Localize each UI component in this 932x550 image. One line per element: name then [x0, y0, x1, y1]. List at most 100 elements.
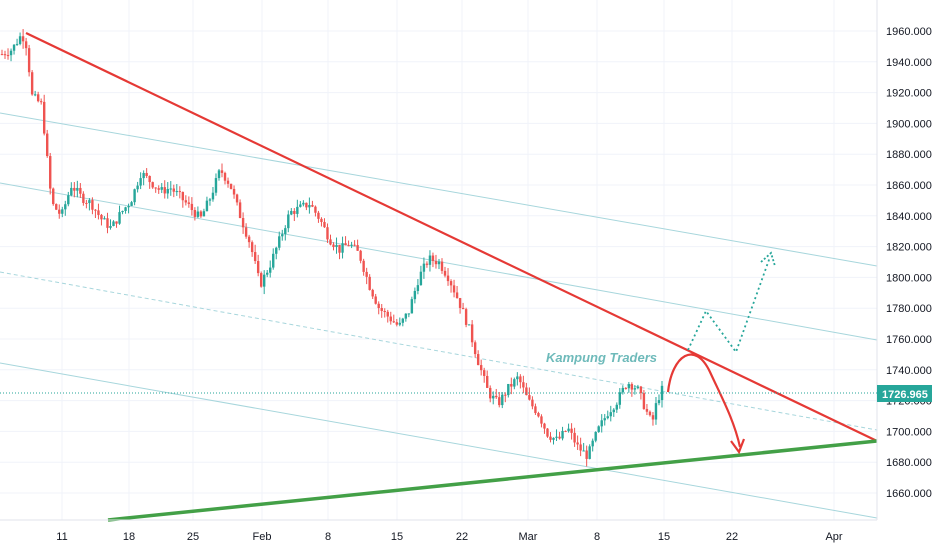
price-axis: [877, 0, 932, 550]
candle-body: [178, 191, 182, 193]
candle-body: [329, 239, 332, 245]
candle-body: [537, 413, 540, 417]
candle-body: [311, 205, 314, 207]
candle-body: [416, 285, 420, 291]
channel-lower-line: [0, 362, 878, 519]
candle-body: [290, 211, 293, 215]
candle-body: [612, 409, 615, 413]
candle-body: [615, 404, 618, 410]
candle-body: [501, 394, 504, 406]
candle-body: [64, 204, 67, 210]
candle-body: [546, 428, 549, 437]
candle-body: [85, 202, 88, 204]
x-tick-label: 15: [658, 531, 670, 543]
candle-body: [232, 188, 236, 195]
y-tick-label: 1680.000: [886, 457, 932, 469]
candle-body: [205, 200, 209, 212]
candle-body: [24, 41, 28, 49]
candle-body: [151, 182, 154, 188]
candle-body: [413, 290, 417, 300]
candle-body: [175, 191, 178, 193]
candle-body: [531, 399, 534, 407]
candle-body: [39, 101, 43, 103]
candle-body: [103, 218, 106, 220]
candle-body: [434, 261, 438, 265]
candle-body: [588, 446, 591, 459]
candle-body: [287, 214, 290, 229]
candle-body: [79, 187, 82, 194]
candle-body: [106, 218, 109, 228]
candle-body: [145, 172, 148, 176]
candlesticks[interactable]: [0, 29, 664, 467]
x-tick-label: 11: [56, 531, 67, 543]
candle-body: [217, 170, 221, 179]
candle-body: [172, 188, 175, 192]
candle-body: [582, 450, 585, 452]
candle-body: [296, 206, 299, 214]
y-tick-label: 1800.000: [886, 272, 932, 284]
chart-grid: [0, 0, 877, 520]
x-axis-ticks: 11 18 25 Feb 8 15 22 Mar 8 15 22 Apr: [56, 531, 843, 543]
candle-body: [211, 192, 215, 200]
candle-body: [630, 384, 634, 390]
candle-body: [410, 299, 414, 314]
candle-body: [377, 303, 380, 309]
candle-body: [94, 209, 97, 211]
candle-body: [498, 397, 501, 406]
current-price-value: 1726.965: [882, 389, 928, 401]
candle-body: [299, 204, 302, 207]
candle-body: [522, 382, 525, 388]
candle-body: [281, 234, 284, 237]
bullish-projection-path: [687, 256, 771, 354]
candle-body: [127, 205, 130, 208]
candle-body: [266, 272, 269, 275]
candle-body: [130, 202, 133, 206]
x-tick-label: 8: [594, 531, 600, 543]
candle-body: [278, 236, 281, 248]
candle-body: [275, 247, 278, 254]
candle-body: [486, 375, 489, 388]
candle-body: [651, 415, 655, 420]
candle-body: [606, 416, 609, 419]
candle-body: [657, 400, 661, 404]
support-trendline: [107, 439, 878, 522]
candle-body: [431, 255, 435, 262]
x-tick-label: 15: [391, 531, 403, 543]
candle-body: [362, 260, 365, 272]
candle-body: [461, 307, 465, 310]
candle-body: [347, 245, 350, 247]
candle-body: [654, 403, 658, 420]
candle-body: [269, 267, 272, 273]
candle-body: [3, 54, 7, 56]
trend-lines[interactable]: [25, 32, 878, 522]
y-tick-label: 1820.000: [886, 242, 932, 254]
bearish-arrowhead: [730, 438, 746, 455]
candle-body: [166, 189, 169, 194]
y-tick-label: 1900.000: [886, 118, 932, 130]
candle-body: [124, 207, 127, 211]
candle-body: [555, 436, 558, 438]
candle-body: [567, 428, 570, 432]
candle-body: [284, 228, 287, 235]
candle-body: [118, 212, 121, 224]
candle-body: [73, 187, 76, 191]
candle-body: [564, 430, 567, 432]
candle-body: [332, 244, 335, 248]
candle-body: [308, 205, 311, 208]
candle-body: [142, 172, 145, 179]
candle-body: [549, 436, 552, 440]
candle-body: [338, 244, 341, 253]
candle-body: [516, 376, 519, 380]
x-tick-label: Apr: [825, 531, 842, 543]
candle-body: [6, 55, 10, 57]
candle-body: [317, 212, 320, 219]
y-axis-ticks: 1660.0001680.0001700.0001720.0001740.000…: [886, 26, 932, 500]
y-tick-label: 1760.000: [886, 334, 932, 346]
channel-upper-line: [0, 112, 878, 267]
current-price-label[interactable]: 1726.965: [877, 385, 932, 402]
candle-body: [359, 250, 362, 261]
candle-body: [561, 430, 564, 439]
candle-body: [482, 370, 486, 376]
